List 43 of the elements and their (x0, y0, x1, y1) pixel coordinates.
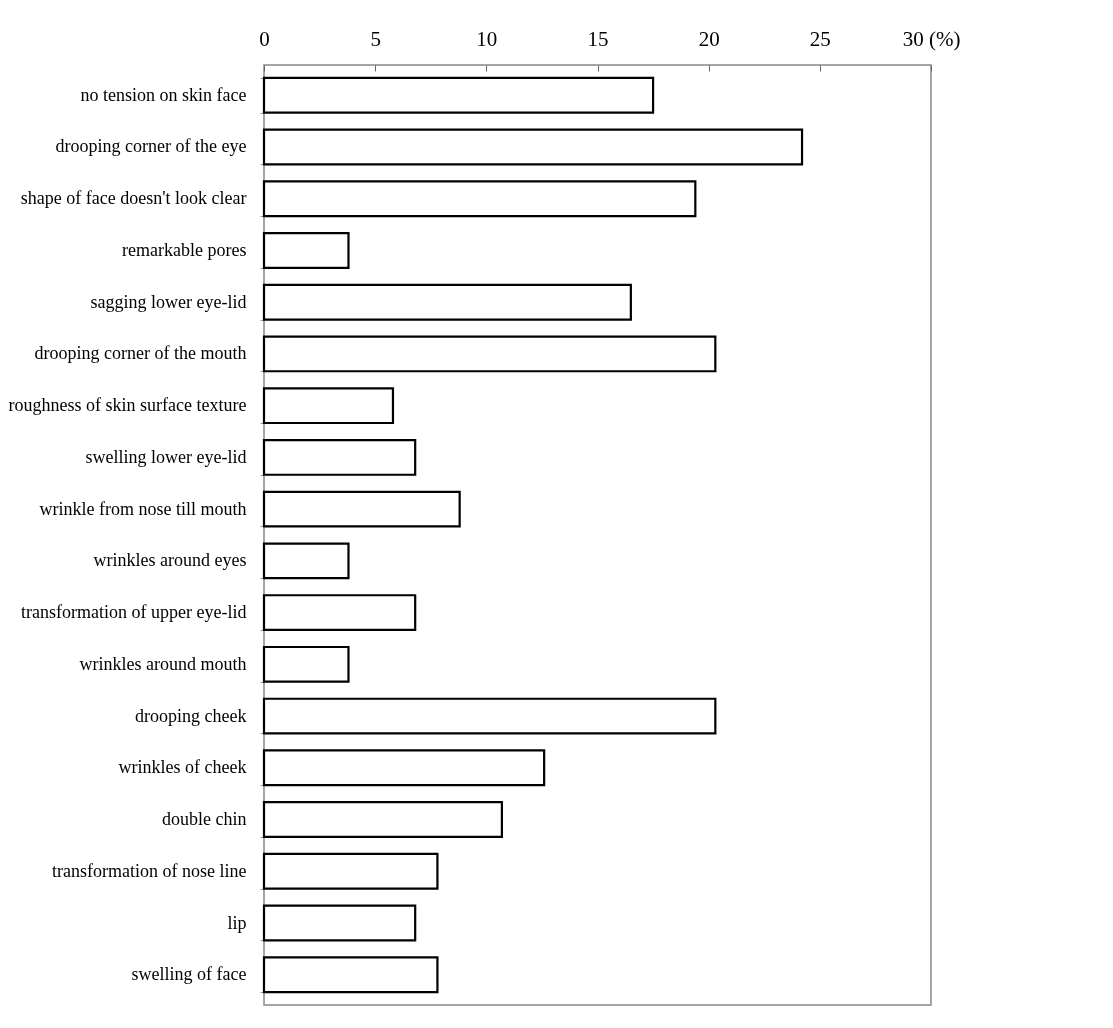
bar (262, 232, 350, 269)
y-tick-label: transformation of upper eye-lid (21, 602, 247, 623)
bar (262, 335, 717, 373)
x-tick-label: 20 (698, 26, 720, 51)
bar (262, 956, 439, 994)
bar (262, 904, 417, 942)
bar (262, 76, 655, 114)
x-tick-label: 30 (%) (902, 26, 961, 51)
bar (262, 801, 503, 838)
bar (262, 490, 461, 528)
y-tick-label: drooping corner of the mouth (34, 343, 247, 364)
y-tick-label: wrinkles around eyes (93, 550, 247, 571)
y-tick-label: swelling lower eye-lid (85, 446, 247, 467)
y-tick-label: swelling of face (131, 964, 247, 985)
x-tick-label: 25 (809, 26, 831, 51)
y-tick-label: roughness of skin surface texture (8, 395, 247, 416)
y-tick-label: double chin (162, 809, 247, 830)
y-tick-label: wrinkles around mouth (79, 653, 247, 674)
bar (262, 283, 632, 321)
y-tick-label: no tension on skin face (80, 84, 247, 105)
bar (262, 645, 350, 683)
y-tick-label: wrinkle from nose till mouth (39, 498, 247, 519)
bar (262, 749, 546, 787)
bar (262, 438, 417, 476)
bar (262, 128, 804, 166)
y-tick-label: lip (227, 912, 247, 933)
bar (262, 852, 439, 890)
y-tick-label: remarkable pores (122, 239, 247, 260)
y-tick-label: sagging lower eye-lid (90, 291, 247, 312)
bar (262, 594, 417, 632)
bar (262, 697, 717, 735)
x-tick-label: 0 (259, 26, 270, 51)
bar (262, 387, 395, 425)
y-tick-label: wrinkles of cheek (118, 757, 247, 778)
x-tick-label: 10 (476, 26, 498, 51)
x-tick-label: 15 (587, 26, 609, 51)
bar (262, 542, 350, 580)
y-tick-label: drooping corner of the eye (55, 136, 247, 157)
x-tick-label: 5 (370, 26, 381, 51)
y-tick-label: drooping cheek (135, 705, 247, 726)
y-tick-label: transformation of nose line (52, 860, 247, 881)
y-tick-label: shape of face doesn't look clear (20, 188, 247, 209)
bar (262, 180, 697, 218)
